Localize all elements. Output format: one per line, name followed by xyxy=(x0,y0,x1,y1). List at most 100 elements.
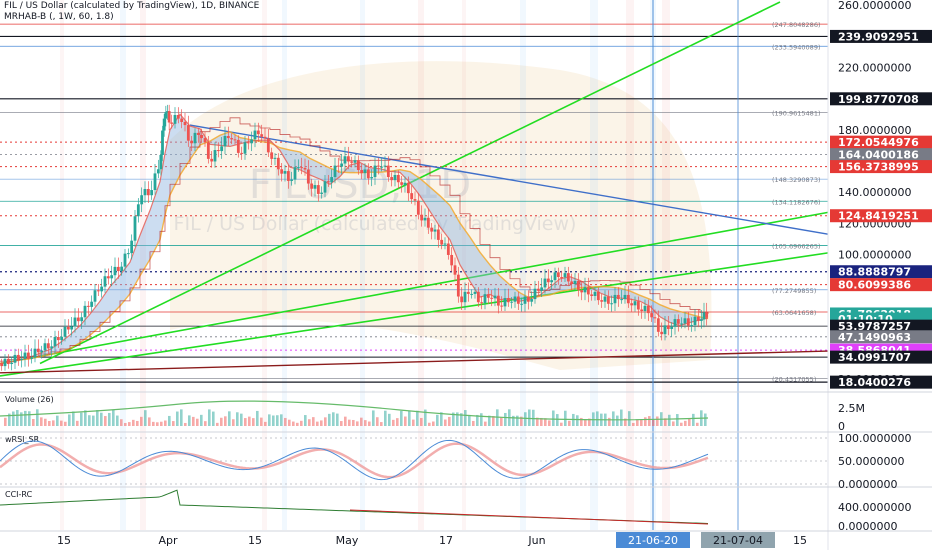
candle-body xyxy=(196,132,200,135)
volume-bar xyxy=(8,413,11,426)
candle-body xyxy=(353,160,357,163)
volume-bar xyxy=(336,413,339,426)
candle-body xyxy=(596,291,600,301)
price-label-10: 53.9787257 xyxy=(838,320,911,333)
candle-body xyxy=(696,316,700,321)
volume-bar xyxy=(248,416,251,426)
candle-body xyxy=(270,152,274,159)
candle-body xyxy=(16,354,20,360)
volume-bar xyxy=(668,414,671,426)
shade-band-blue-4 xyxy=(590,0,598,530)
fib-label-0: (247.8048286) xyxy=(772,21,821,29)
volume-bar xyxy=(356,421,359,426)
candle-body xyxy=(586,287,590,295)
volume-bar xyxy=(544,418,547,426)
candle-body xyxy=(20,358,24,360)
volume-bar xyxy=(68,414,71,426)
volume-bar xyxy=(76,420,79,426)
candle-body xyxy=(490,297,494,299)
candle-body xyxy=(216,150,220,152)
volume-bar xyxy=(384,410,387,426)
candle-body xyxy=(46,343,50,349)
candle-body xyxy=(159,154,163,170)
candle-body xyxy=(333,165,337,178)
candle-body xyxy=(263,136,267,139)
candle-body xyxy=(313,185,317,189)
candle-body xyxy=(140,195,144,205)
candle-body xyxy=(640,309,644,312)
volume-bar xyxy=(224,416,227,426)
trendline-dark xyxy=(0,350,829,374)
price-tick-label-2: 220.0000000 xyxy=(838,61,911,74)
volume-bars xyxy=(4,409,707,426)
candle-body xyxy=(253,130,257,140)
volume-bar xyxy=(440,412,443,426)
candle-body xyxy=(290,179,294,181)
volume-bar xyxy=(308,419,311,426)
candle-body xyxy=(566,273,570,282)
candle-body xyxy=(153,173,157,191)
candle-body xyxy=(576,280,580,291)
candle-body xyxy=(53,337,57,347)
volume-bar xyxy=(400,410,403,426)
volume-bar xyxy=(304,415,307,426)
volume-bar xyxy=(104,416,107,426)
volume-bar xyxy=(12,411,15,426)
candle-body xyxy=(666,325,670,329)
candle-body xyxy=(193,132,197,144)
indicator-label: MRHAB-B (, 1W, 60, 1.8) xyxy=(4,12,114,22)
volume-bar xyxy=(244,418,247,426)
volume-bar xyxy=(504,412,507,426)
volume-bar xyxy=(620,409,623,426)
volume-bar xyxy=(252,418,255,426)
candle-body xyxy=(686,318,690,326)
volume-bar xyxy=(228,411,231,426)
volume-bar xyxy=(372,410,375,426)
candle-body xyxy=(613,294,617,304)
candle-body xyxy=(430,227,434,232)
volume-bar xyxy=(344,416,347,426)
time-tick-2: 15 xyxy=(248,534,262,547)
volume-bar xyxy=(612,411,615,426)
volume-bar xyxy=(552,410,555,426)
candle-body xyxy=(23,352,27,359)
candle-body xyxy=(563,273,567,278)
candle-body xyxy=(146,188,150,196)
price-label-box-3 xyxy=(830,148,932,162)
volume-bar xyxy=(560,422,563,426)
candle-body xyxy=(390,177,394,181)
price-label-box-11 xyxy=(830,330,932,344)
volume-bar xyxy=(60,420,63,426)
candle-body xyxy=(530,299,534,302)
volume-bar xyxy=(64,421,67,426)
candle-body xyxy=(376,165,380,167)
volume-bar xyxy=(416,410,419,426)
volume-bar xyxy=(40,417,43,426)
volume-bar xyxy=(632,422,635,426)
candle-body xyxy=(413,199,417,201)
volume-bar xyxy=(176,411,179,426)
volume-bar xyxy=(288,419,291,426)
volume-bar xyxy=(56,415,59,426)
candle-body xyxy=(286,171,290,181)
candle-body xyxy=(699,319,703,321)
shade-band-blue-3 xyxy=(520,0,526,530)
candle-body xyxy=(86,305,90,307)
volume-bar xyxy=(392,419,395,426)
price-label-0: 239.9092951 xyxy=(838,30,919,43)
candle-body xyxy=(240,152,244,154)
candle-body xyxy=(633,301,637,306)
volume-bar xyxy=(216,422,219,426)
volume-bar xyxy=(448,416,451,426)
candle-body xyxy=(450,254,454,266)
volume-bar xyxy=(188,415,191,426)
candle-body xyxy=(460,296,464,303)
volume-bar xyxy=(340,421,343,426)
candle-body xyxy=(113,266,117,276)
fib-label-4: (134.1182676) xyxy=(772,198,821,206)
volume-bar xyxy=(352,419,355,426)
volume-bar xyxy=(500,417,503,426)
candle-body xyxy=(30,357,34,359)
volume-bar xyxy=(596,411,599,426)
